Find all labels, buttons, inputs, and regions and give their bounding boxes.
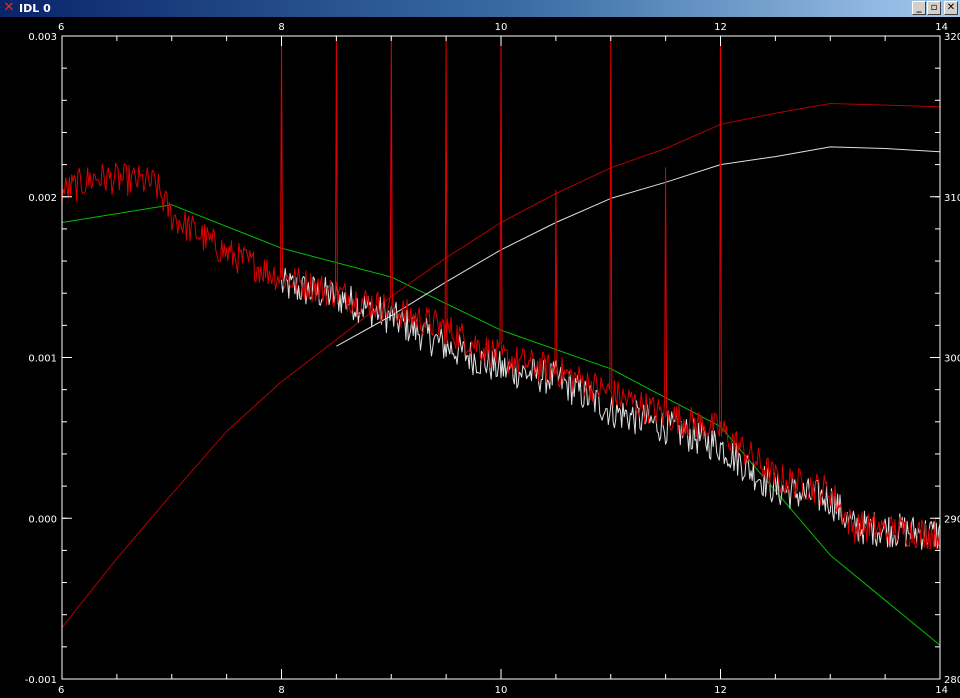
minimize-button[interactable]: _	[912, 1, 926, 15]
plot-background	[0, 17, 960, 698]
x-tick-label-top: 12	[714, 22, 727, 33]
window-title-bar[interactable]: ✕ IDL 0 _ ▫ ✕	[0, 0, 960, 17]
x-icon: ✕	[3, 0, 15, 15]
y-right-tick-label: 290	[944, 514, 960, 525]
x-tick-label-top: 6	[58, 22, 64, 33]
close-button[interactable]: ✕	[944, 1, 958, 15]
y-right-tick-label: 310	[944, 193, 960, 204]
axes: 6 6 8 8 10 10 12 12 14 14 0.003 0.002 0.001 0.000 -0.0…	[25, 22, 960, 696]
y-left-tick-label: 0.003	[28, 32, 57, 43]
y-right-tick-label: 320	[944, 32, 960, 43]
y-right-tick-label: 280	[944, 675, 960, 686]
close-icon: ✕	[946, 2, 956, 13]
maximize-icon: ▫	[930, 2, 938, 13]
series-layer	[61, 35, 941, 646]
series-line-2	[61, 103, 941, 628]
x-tick-label-top: 8	[278, 22, 284, 33]
y-right-tick-label: 300	[944, 354, 960, 365]
minimize-icon: _	[916, 2, 922, 13]
x-tick-label-bottom: 6	[58, 685, 64, 696]
x-tick-label-top: 14	[935, 22, 948, 33]
maximize-button[interactable]: ▫	[927, 1, 941, 15]
plot-area: 6 6 8 8 10 10 12 12 14 14 0.003 0.002 0.001 0.000 -0.0…	[0, 17, 960, 698]
y-left-tick-label: 0.001	[28, 354, 57, 365]
series-line-5	[61, 35, 941, 550]
window-title: IDL 0	[19, 2, 51, 15]
series-line-1	[61, 204, 941, 646]
x-tick-label-top: 10	[495, 22, 508, 33]
y-left-tick-label: -0.001	[25, 675, 57, 686]
x-tick-label-bottom: 8	[278, 685, 284, 696]
x-tick-label-bottom: 12	[714, 685, 727, 696]
y-left-tick-label: 0.002	[28, 193, 57, 204]
x-tick-label-bottom: 10	[495, 685, 508, 696]
x-tick-label-bottom: 14	[935, 685, 948, 696]
y-left-tick-label: 0.000	[28, 514, 57, 525]
series-line-3	[336, 146, 941, 347]
